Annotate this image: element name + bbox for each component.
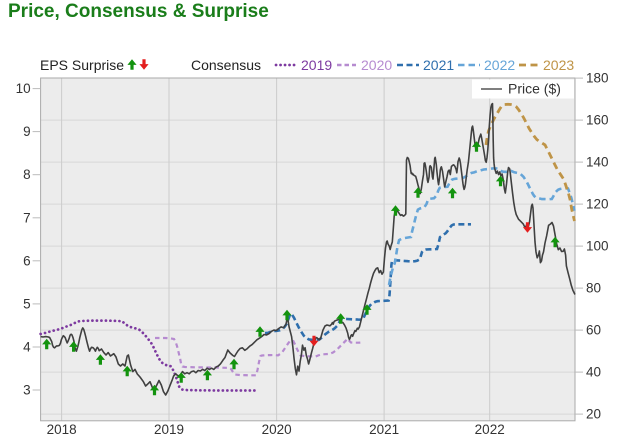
svg-text:2021: 2021 — [369, 422, 399, 437]
svg-text:120: 120 — [586, 197, 609, 212]
svg-text:2020: 2020 — [361, 57, 392, 73]
svg-text:10: 10 — [16, 81, 31, 96]
svg-text:80: 80 — [586, 281, 601, 296]
svg-text:EPS Surprise: EPS Surprise — [40, 57, 124, 73]
svg-text:Consensus: Consensus — [191, 57, 261, 73]
svg-text:4: 4 — [23, 340, 31, 355]
svg-text:2020: 2020 — [262, 422, 292, 437]
svg-text:3: 3 — [23, 383, 31, 398]
svg-text:2019: 2019 — [301, 57, 332, 73]
svg-text:40: 40 — [586, 365, 601, 380]
svg-text:180: 180 — [586, 71, 609, 86]
svg-text:2018: 2018 — [47, 422, 77, 437]
svg-text:6: 6 — [23, 253, 31, 268]
svg-text:9: 9 — [23, 124, 31, 139]
svg-text:160: 160 — [586, 113, 609, 128]
svg-text:8: 8 — [23, 167, 31, 182]
svg-text:2019: 2019 — [154, 422, 184, 437]
svg-text:7: 7 — [23, 210, 31, 225]
svg-text:5: 5 — [23, 296, 31, 311]
svg-text:140: 140 — [586, 155, 609, 170]
svg-text:2022: 2022 — [484, 57, 515, 73]
svg-text:20: 20 — [586, 407, 601, 422]
svg-text:2021: 2021 — [423, 57, 454, 73]
svg-text:Price ($): Price ($) — [508, 81, 561, 97]
svg-text:60: 60 — [586, 323, 601, 338]
svg-text:2022: 2022 — [475, 422, 505, 437]
svg-text:100: 100 — [586, 239, 609, 254]
svg-text:2023: 2023 — [543, 57, 574, 73]
